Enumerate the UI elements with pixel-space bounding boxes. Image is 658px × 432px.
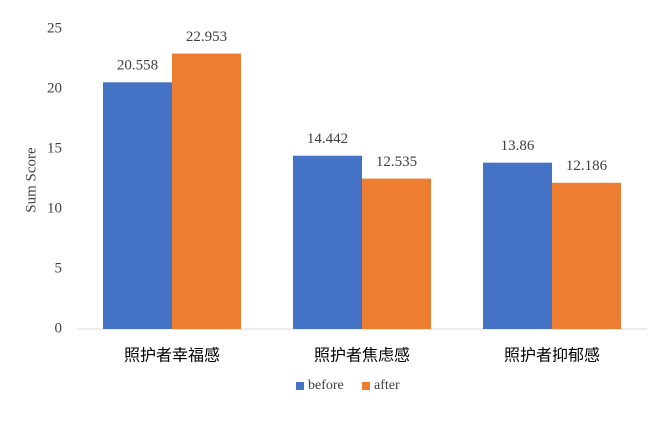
y-tick-label: 25 bbox=[47, 20, 62, 36]
x-tick-label: 照护者焦虑感 bbox=[314, 346, 410, 365]
value-label: 22.953 bbox=[186, 29, 227, 45]
bar bbox=[103, 82, 172, 329]
bar bbox=[293, 155, 362, 329]
y-tick-label: 0 bbox=[55, 320, 63, 336]
legend-swatch bbox=[362, 382, 370, 390]
bar bbox=[552, 182, 621, 329]
bar bbox=[362, 178, 431, 329]
bar bbox=[483, 162, 552, 329]
y-axis-label: Sum Score bbox=[23, 147, 39, 213]
legend-swatch bbox=[296, 382, 304, 390]
x-tick-label: 照护者幸福感 bbox=[124, 346, 220, 365]
y-tick-label: 5 bbox=[55, 260, 63, 276]
value-label: 20.558 bbox=[117, 58, 158, 74]
value-label: 13.86 bbox=[501, 138, 535, 154]
y-tick-label: 15 bbox=[47, 140, 62, 156]
value-label: 12.535 bbox=[376, 154, 417, 170]
bar bbox=[172, 53, 241, 330]
x-tick-label: 照护者抑郁感 bbox=[504, 346, 600, 365]
y-tick-label: 10 bbox=[47, 200, 62, 216]
y-tick-label: 20 bbox=[47, 80, 62, 96]
value-label: 14.442 bbox=[307, 131, 348, 147]
value-label: 12.186 bbox=[566, 158, 608, 174]
legend-label: after bbox=[374, 378, 400, 393]
legend-label: before bbox=[308, 378, 344, 393]
